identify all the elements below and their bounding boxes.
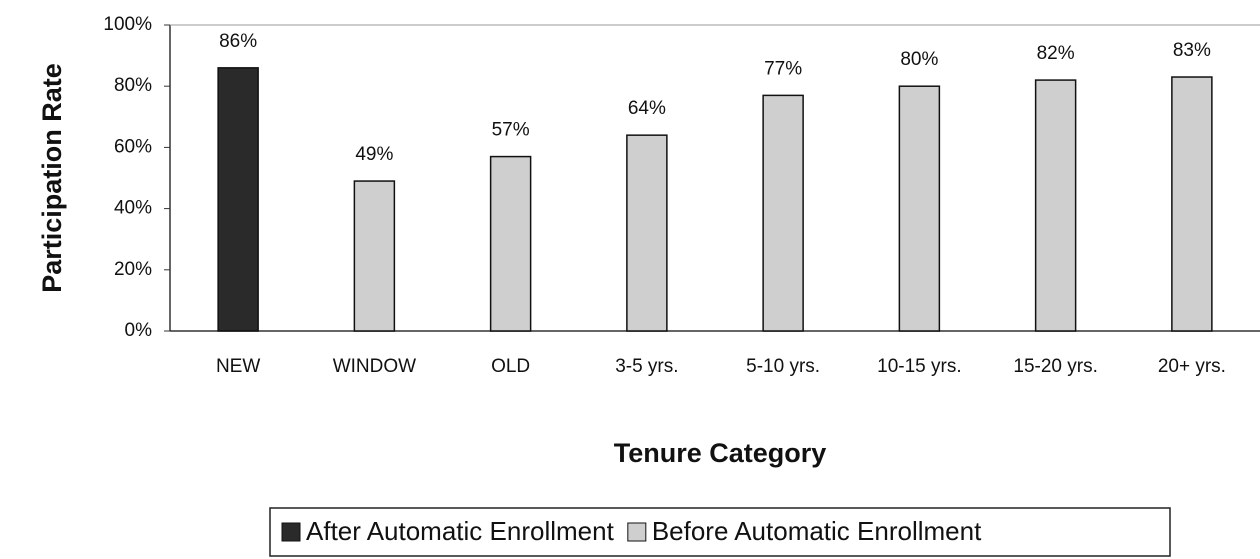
x-tick-label: 10-15 yrs. bbox=[877, 356, 961, 377]
bar bbox=[353, 180, 396, 332]
legend-box bbox=[269, 507, 1171, 557]
value-label: 64% bbox=[628, 98, 666, 119]
y-tick-label: 40% bbox=[114, 198, 152, 219]
bar bbox=[762, 94, 804, 332]
legend-swatch bbox=[281, 522, 301, 542]
value-label: 80% bbox=[900, 49, 938, 70]
x-tick-label: 5-10 yrs. bbox=[746, 356, 820, 377]
value-label: 86% bbox=[219, 31, 257, 52]
y-tick-label: 100% bbox=[103, 14, 152, 35]
bar bbox=[217, 67, 259, 332]
x-tick-label: 20+ yrs. bbox=[1158, 356, 1226, 377]
x-tick-label: OLD bbox=[491, 356, 530, 377]
value-label: 77% bbox=[764, 58, 802, 79]
bar bbox=[1034, 79, 1077, 332]
y-tick-label: 0% bbox=[125, 320, 153, 341]
x-axis-title: Tenure Category bbox=[614, 438, 827, 468]
bar bbox=[898, 85, 941, 332]
y-tick-label: 80% bbox=[114, 75, 152, 96]
value-label: 82% bbox=[1037, 43, 1075, 64]
x-tick-label: WINDOW bbox=[333, 356, 416, 377]
legend-label: Before Automatic Enrollment bbox=[652, 516, 982, 546]
x-tick-label: NEW bbox=[216, 356, 260, 377]
bar bbox=[626, 134, 668, 332]
bar bbox=[489, 155, 532, 332]
legend-swatch bbox=[627, 522, 647, 542]
value-label: 49% bbox=[355, 144, 393, 165]
value-label: 57% bbox=[492, 120, 530, 141]
value-label: 83% bbox=[1173, 40, 1211, 61]
x-tick-label: 3-5 yrs. bbox=[615, 356, 678, 377]
legend-label: After Automatic Enrollment bbox=[306, 516, 615, 546]
y-tick-label: 20% bbox=[114, 259, 152, 280]
y-tick-label: 60% bbox=[114, 136, 152, 157]
x-tick-label: 15-20 yrs. bbox=[1013, 356, 1097, 377]
y-axis-title: Participation Rate bbox=[37, 63, 67, 293]
bar bbox=[1171, 76, 1213, 332]
